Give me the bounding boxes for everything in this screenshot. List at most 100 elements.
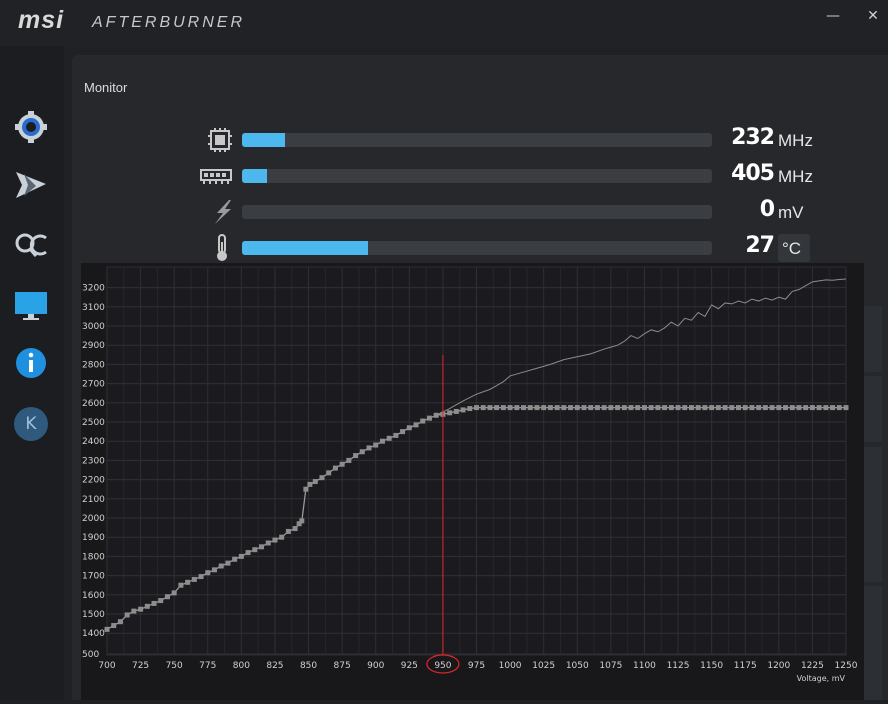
x-tick-label: 975 (468, 661, 485, 671)
k-boost-label: K (25, 414, 37, 434)
vf-curve-point (211, 567, 217, 573)
vf-curve-point (769, 405, 775, 411)
vf-curve-point (433, 412, 439, 418)
y-tick-label: 2300 (82, 456, 105, 466)
vf-curve-point (521, 405, 527, 411)
voltage-value: 0 (759, 197, 775, 222)
vf-curve-point (682, 405, 688, 411)
vf-curve-point (776, 405, 782, 411)
x-tick-label: 800 (233, 661, 250, 671)
vf-curve-point (547, 405, 553, 411)
side-tab[interactable] (862, 447, 882, 582)
x-tick-label: 900 (367, 661, 384, 671)
vf-curve-point (655, 405, 661, 411)
x-tick-label: 750 (166, 661, 183, 671)
gpu-clock-bar-fill (242, 133, 286, 147)
vf-curve-point (796, 405, 802, 411)
k-boost-icon[interactable]: K (14, 407, 48, 441)
vf-curve-point (615, 405, 621, 411)
vf-curve-point (307, 481, 313, 487)
vf-curve-point (756, 405, 762, 411)
vf-curve-point (292, 526, 298, 532)
vf-curve-point (104, 626, 110, 632)
x-tick-label: 775 (199, 661, 216, 671)
vf-curve-point (588, 405, 594, 411)
sidebar: K (0, 46, 64, 700)
vf-curve-point (675, 405, 681, 411)
vf-curve-point (467, 406, 473, 412)
vf-curve-point (406, 425, 412, 431)
vf-curve-point (715, 405, 721, 411)
vf-curve-point (400, 429, 406, 435)
x-tick-label: 1000 (499, 661, 522, 671)
side-tab[interactable] (862, 306, 882, 372)
info-icon[interactable] (14, 346, 48, 380)
vf-curve-point (641, 405, 647, 411)
side-tab[interactable] (862, 586, 882, 700)
x-axis-label: Voltage, mV (797, 674, 846, 683)
y-tick-label: 1500 (82, 610, 105, 620)
y-tick-label: 1800 (82, 552, 105, 562)
close-button[interactable]: ✕ (867, 8, 879, 24)
vf-curve-point (124, 612, 130, 618)
vf-curve-point (628, 405, 634, 411)
memory-clock-bar (242, 169, 712, 183)
vf-curve-point (111, 623, 117, 629)
y-tick-label: 1700 (82, 572, 105, 582)
vf-curve-point (823, 405, 829, 411)
vf-curve-point (185, 579, 191, 585)
vf-curve-point (742, 405, 748, 411)
vf-curve-point (144, 603, 150, 609)
gpu-clock-value: 232 (731, 125, 775, 150)
vf-curve-point (296, 521, 302, 527)
minimize-button[interactable]: — (826, 8, 840, 24)
vf-curve-point (191, 576, 197, 582)
vf-curve-point (117, 619, 123, 625)
x-tick-label: 1075 (599, 661, 622, 671)
gpu-clock-unit: MHz (778, 131, 813, 150)
voltage-frequency-chart[interactable]: 500 1400 1500 1600 1700 1800 1900 2000 2100 2200 2… (81, 263, 864, 700)
x-tick-label: 850 (300, 661, 317, 671)
vf-curve-point (762, 405, 768, 411)
y-tick-label: 1900 (82, 533, 105, 543)
vf-curve-point (326, 470, 332, 476)
vf-curve-point (138, 606, 144, 612)
lightning-icon (215, 200, 231, 224)
gpu-clock-row: 232 MHz (200, 125, 840, 152)
x-tick-label: 1125 (667, 661, 690, 671)
vf-curve-point (574, 405, 580, 411)
y-tick-label: 3000 (82, 322, 105, 332)
vf-curve-point (151, 600, 157, 606)
vf-curve-point (420, 418, 426, 424)
vf-curve-point (259, 544, 265, 550)
y-tick-label: 1600 (82, 591, 105, 601)
x-tick-label: 825 (266, 661, 283, 671)
temperature-bar-fill (242, 241, 368, 255)
vf-curve-point (245, 550, 251, 556)
gear-icon[interactable] (14, 110, 48, 144)
oc-scanner-icon[interactable] (14, 228, 48, 262)
vf-curve-point (319, 475, 325, 481)
monitor-icon[interactable] (14, 289, 48, 323)
airplane-icon[interactable] (14, 168, 48, 202)
vf-curve-point (272, 537, 278, 543)
temperature-unit-toggle[interactable] (778, 234, 810, 262)
vf-curve-point (709, 405, 715, 411)
vf-curve-point (426, 415, 432, 421)
vf-curve-point (581, 405, 587, 411)
vf-curve-point (527, 405, 533, 411)
y-tick-label: 2500 (82, 418, 105, 428)
vf-curve-point (474, 405, 479, 411)
y-tick-label: 2000 (82, 514, 105, 524)
curve-editor-window[interactable]: 500 1400 1500 1600 1700 1800 1900 2000 2100 2200 2… (81, 263, 864, 700)
y-tick-label: 3100 (82, 303, 105, 313)
vf-curve-point (783, 405, 789, 411)
vf-curve-point (480, 405, 486, 411)
temperature-unit[interactable]: °C (782, 239, 802, 258)
msi-logo: msi (18, 6, 65, 34)
vf-curve-point (225, 560, 231, 566)
side-tab[interactable] (862, 376, 882, 442)
temperature-row: 27 °C (200, 233, 840, 262)
vf-curve-point (232, 556, 238, 562)
vf-curve-point (702, 405, 708, 411)
